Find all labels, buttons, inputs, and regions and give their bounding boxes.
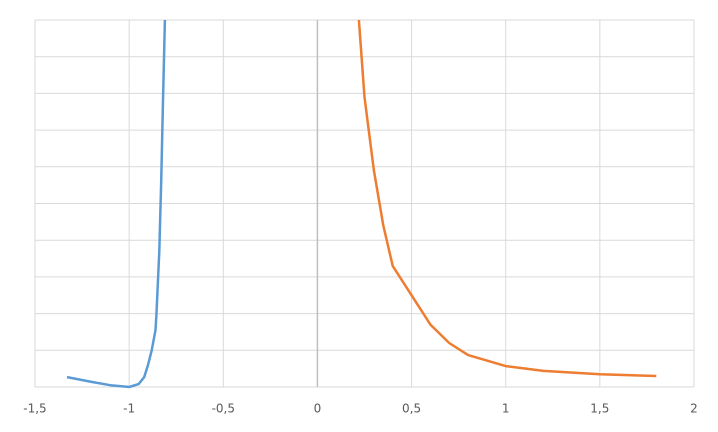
x-tick-label: 0	[314, 402, 322, 416]
x-tick-label: 1	[502, 402, 510, 416]
x-tick-label: -0,5	[212, 402, 235, 416]
x-tick-label: 2	[690, 402, 698, 416]
x-tick-label: 1,5	[590, 402, 609, 416]
x-tick-label: 0,5	[402, 402, 421, 416]
x-tick-label: -1,5	[23, 402, 46, 416]
x-tick-label: -1	[123, 402, 135, 416]
line	[357, 19, 657, 378]
line	[66, 19, 167, 389]
